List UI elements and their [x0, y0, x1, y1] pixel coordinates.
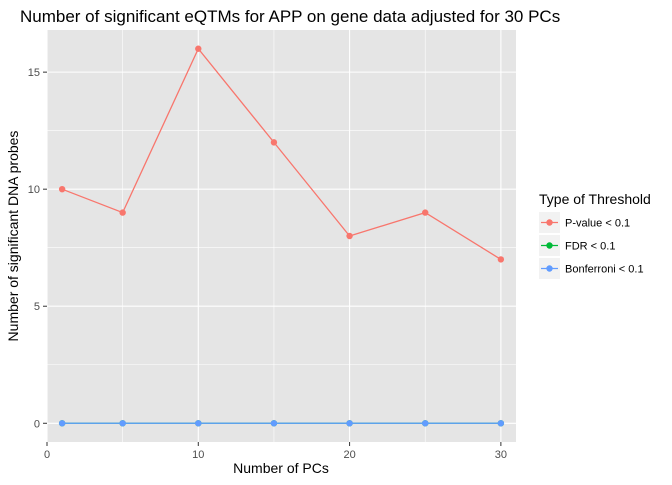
x-tick-label: 10: [192, 449, 204, 461]
data-point: [58, 185, 66, 193]
legend: Type of Threshold P-value < 0.1 FDR < 0.1…: [539, 191, 651, 279]
data-point: [497, 256, 505, 263]
legend-label: Bonferroni < 0.1: [565, 264, 644, 276]
plot-panel: [47, 30, 516, 442]
data-point: [58, 420, 66, 427]
y-tick-label: 5: [34, 301, 40, 313]
y-axis-label: Number of significant DNA probes: [5, 131, 21, 342]
legend-key-point: [546, 219, 553, 226]
x-axis-label: Number of PCs: [233, 460, 329, 476]
y-tick-label: 10: [28, 184, 40, 196]
data-point: [119, 420, 126, 427]
data-point: [422, 420, 429, 427]
data-point: [346, 420, 353, 427]
legend-items: P-value < 0.1 FDR < 0.1 Bonferroni < 0.1: [539, 212, 644, 279]
data-point: [195, 45, 202, 52]
y-tick-label: 0: [34, 418, 40, 430]
legend-title: Type of Threshold: [539, 191, 651, 207]
data-point: [422, 209, 429, 216]
legend-label: FDR < 0.1: [565, 241, 615, 253]
grid-minor: [47, 30, 516, 442]
legend-key-point: [546, 242, 553, 249]
legend-label: P-value < 0.1: [565, 218, 630, 230]
x-tick-label: 20: [343, 449, 355, 461]
data-point: [270, 420, 278, 427]
y-axis: 0 5 10 15: [28, 67, 47, 430]
x-tick-label: 0: [44, 449, 50, 461]
x-axis: 0 10 20 30: [44, 442, 507, 461]
y-tick-label: 15: [28, 67, 40, 79]
data-point: [346, 232, 353, 240]
data-point: [497, 420, 505, 427]
data-point: [195, 420, 202, 427]
data-point: [119, 209, 126, 216]
series-layer: [58, 45, 505, 427]
chart-title: Number of significant eQTMs for APP on g…: [20, 7, 560, 26]
x-tick-label: 30: [495, 449, 507, 461]
data-point: [270, 139, 278, 146]
legend-key-point: [546, 265, 553, 272]
